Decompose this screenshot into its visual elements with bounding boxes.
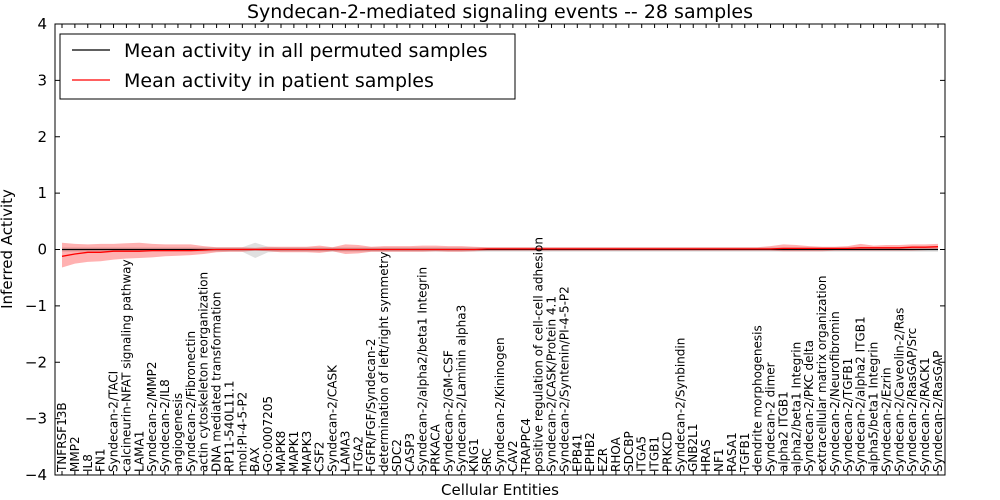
x-tick-label: CAV2 — [506, 440, 520, 472]
plot-area: 43210−1−2−3−4TNFRSF13BMMP2IL8FN1Syndecan… — [25, 15, 946, 484]
y-tick-label: 2 — [37, 128, 47, 146]
x-tick-label: FN1 — [94, 448, 108, 472]
x-tick-label: angiogenesis — [171, 393, 185, 472]
x-tick-label: Syndecan-2/CASK — [326, 364, 340, 472]
x-tick-label: RHOA — [609, 436, 623, 472]
x-tick-label: Syndecan-2/IL8 — [158, 379, 172, 472]
x-tick-label: ITGB1 — [648, 436, 662, 472]
legend-label-permuted: Mean activity in all permuted samples — [124, 40, 487, 62]
x-tick-label: PRKACA — [429, 423, 443, 472]
x-tick-label: Syndecan-2/Caveolin-2/Ras — [892, 308, 906, 472]
x-axis-label: Cellular Entities — [441, 481, 559, 499]
line-series-1 — [61, 246, 939, 257]
x-tick-label: PRKCD — [661, 432, 675, 472]
x-tick-label: Syndecan-2/Ezrin — [880, 367, 894, 472]
x-tick-label: MAPK3 — [300, 431, 314, 472]
x-tick-label: Syndecan-2/Syntenin/PI-4-5-P2 — [557, 286, 571, 472]
x-tick-label: Syndecan-2/RasGAP — [931, 351, 945, 472]
x-tick-label: DNA mediated transformation — [210, 292, 224, 472]
legend: Mean activity in all permuted samples Me… — [59, 33, 516, 100]
band-series-1 — [62, 242, 938, 268]
y-tick-label: 3 — [37, 71, 47, 89]
x-tick-label: SDCBP — [622, 431, 636, 472]
x-tick-label: EPB41 — [570, 434, 584, 472]
y-tick-label: 0 — [37, 241, 47, 259]
x-tick-label: SDC2 — [390, 439, 404, 472]
x-tick-label: MAPK1 — [287, 431, 301, 472]
x-tick-label: extracellular matrix organization — [815, 276, 829, 473]
x-tick-label: alpha2 ITGB1 — [776, 391, 790, 472]
x-tick-label: ITGA2 — [351, 436, 365, 472]
y-tick-label: 1 — [37, 184, 47, 202]
y-tick-label: −2 — [25, 353, 47, 371]
x-tick-label: mol:PI-4-5-P2 — [235, 392, 249, 472]
x-tick-label: Syndecan-2/TACI — [107, 371, 121, 472]
x-tick-label: dendrite morphogenesis — [751, 325, 765, 472]
x-tick-label: NF1 — [712, 448, 726, 472]
x-tick-label: MAPK8 — [274, 431, 288, 472]
x-tick-label: Syndecan-2/MMP2 — [145, 362, 159, 472]
x-tick-label: Syndecan-2/CASK/Protein 4.1 — [545, 296, 559, 472]
x-tick-label: Syndecan-2/alpha2 ITGB1 — [854, 316, 868, 472]
y-tick-label: −4 — [25, 466, 47, 484]
x-tick-label: EZR — [596, 448, 610, 472]
x-tick-label: TGFB1 — [738, 433, 752, 473]
y-tick-label: −3 — [25, 410, 47, 428]
legend-box — [59, 33, 516, 100]
x-tick-label: Syndecan-2/Synbindin — [673, 338, 687, 472]
x-tick-label: EPHB2 — [583, 432, 597, 472]
y-tick-label: −1 — [25, 297, 47, 315]
x-tick-label: Syndecan-2/TGFB1 — [841, 358, 855, 472]
x-tick-label: CASP3 — [403, 433, 417, 472]
x-tick-label: SRC — [480, 448, 494, 472]
x-tick-label: KNG1 — [467, 438, 481, 472]
x-tick-label: GNB2L1 — [686, 424, 700, 472]
x-tick-label: Syndecan-2/Fibronectin — [184, 331, 198, 472]
x-tick-label: IL8 — [81, 454, 95, 472]
x-tick-label: HRAS — [699, 439, 713, 472]
x-tick-label: Syndecan-2/Kininogen — [493, 337, 507, 472]
x-tick-label: Syndecan-2/Laminin alpha3 — [454, 305, 468, 472]
x-tick-label: Syndecan-2/Neurofibromin — [828, 311, 842, 472]
x-tick-label: alpha5/beta1 Integrin — [867, 342, 881, 472]
x-tick-label: determination of left/right symmetry — [377, 252, 391, 472]
chart-title: Syndecan-2-mediated signaling events -- … — [247, 1, 753, 23]
x-tick-label: TRAPPC4 — [519, 418, 533, 473]
legend-label-patient: Mean activity in patient samples — [124, 70, 434, 92]
x-tick-label: Syndecan-2/alpha2/beta1 Integrin — [416, 267, 430, 472]
x-tick-label: ITGA5 — [635, 436, 649, 472]
x-tick-label: calcineurin-NFAT signaling pathway — [119, 259, 133, 472]
x-tick-label: Syndecan-2/PKC delta — [802, 340, 816, 472]
x-tick-label: TNFRSF13B — [55, 402, 69, 473]
x-tick-label: actin cytoskeleton reorganization — [197, 272, 211, 472]
x-tick-label: LAMA1 — [132, 431, 146, 472]
x-tick-label: RASA1 — [725, 432, 739, 472]
x-tick-label: Syndecan-2/GM-CSF — [442, 350, 456, 472]
x-tick-label: FGFR/FGF/Syndecan-2 — [364, 339, 378, 472]
x-tick-label: alpha2/beta1 Integrin — [789, 342, 803, 472]
x-tick-label: BAX — [248, 447, 262, 472]
x-tick-label: positive regulation of cell-cell adhesio… — [532, 237, 546, 472]
x-tick-label: RP11-540L11.1 — [223, 381, 237, 472]
band-series-0 — [62, 242, 938, 258]
x-tick-label: LAMA3 — [338, 431, 352, 472]
y-tick-label: 4 — [37, 15, 47, 33]
x-tick-label: Syndecan-2 dimer — [764, 362, 778, 472]
x-tick-label: Syndecan-2/RasGAP/Src — [905, 328, 919, 472]
x-tick-label: Syndecan-2/RACK1 — [918, 357, 932, 472]
y-axis-label: Inferred Activity — [0, 189, 16, 309]
x-tick-label: CSF2 — [313, 441, 327, 472]
x-tick-label: MMP2 — [68, 436, 82, 472]
x-tick-label: GO:0007205 — [261, 396, 275, 472]
